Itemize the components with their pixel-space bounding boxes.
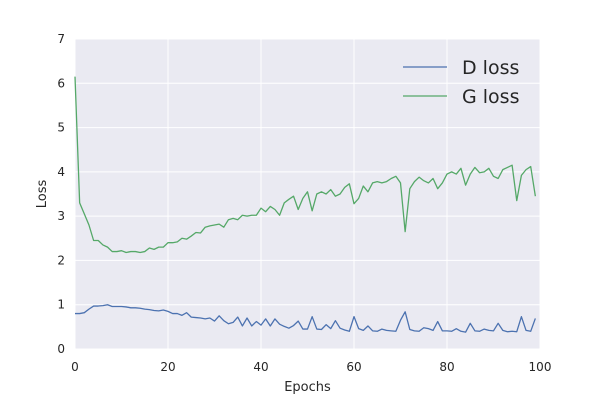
series-layer xyxy=(74,76,536,333)
y-tick-label: 6 xyxy=(57,76,65,90)
y-tick-label: 5 xyxy=(57,121,65,135)
y-tick-label: 2 xyxy=(57,253,65,267)
series-line-d-loss xyxy=(75,304,536,333)
x-axis-label: Epochs xyxy=(284,380,331,395)
series-line-g-loss xyxy=(74,76,536,254)
y-tick-label: 4 xyxy=(57,165,65,179)
legend-label: G loss xyxy=(462,86,519,108)
x-tick-label: 60 xyxy=(346,360,361,374)
y-axis-label: Loss xyxy=(35,180,50,209)
legend: D loss G loss xyxy=(403,57,519,108)
x-tick-label: 0 xyxy=(71,360,79,374)
x-tick-label: 80 xyxy=(439,360,454,374)
y-tick-label: 1 xyxy=(57,298,65,312)
y-tick-label: 3 xyxy=(57,209,65,223)
x-tick-label: 40 xyxy=(253,360,268,374)
tick-labels: 0 1 2 3 4 5 6 7 0 20 40 60 80 100 xyxy=(57,32,551,374)
x-tick-label: 20 xyxy=(160,360,175,374)
legend-label: D loss xyxy=(462,57,519,79)
y-tick-label: 7 xyxy=(57,32,65,46)
x-tick-label: 100 xyxy=(529,360,552,374)
y-tick-label: 0 xyxy=(57,342,65,356)
